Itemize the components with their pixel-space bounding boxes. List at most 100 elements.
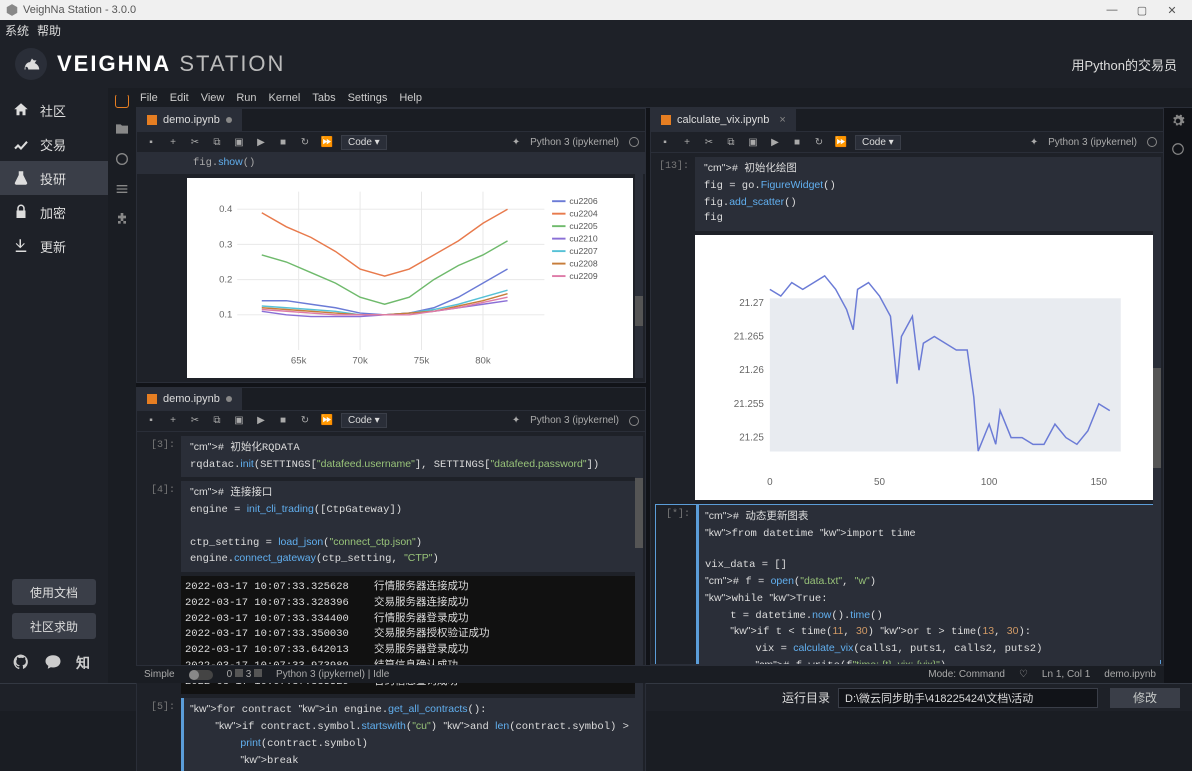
list-icon[interactable] — [113, 180, 131, 198]
sidebar-item-encrypt[interactable]: 加密 — [0, 195, 108, 229]
paste-icon[interactable]: ▣ — [745, 134, 761, 150]
chat-icon[interactable] — [44, 653, 62, 671]
kernel-status-icon — [629, 137, 639, 147]
stop-icon[interactable]: ■ — [275, 413, 291, 429]
jmenu-file[interactable]: File — [140, 92, 158, 104]
sidebar-item-trade[interactable]: 交易 — [0, 127, 108, 161]
svg-text:cu2205: cu2205 — [569, 221, 597, 231]
refresh-icon[interactable] — [115, 94, 129, 108]
status-simple[interactable]: Simple — [144, 669, 175, 680]
modify-button[interactable]: 修改 — [1110, 688, 1180, 708]
close-button[interactable]: ✕ — [1157, 4, 1187, 17]
run-all-icon[interactable]: ⏩ — [833, 134, 849, 150]
download-icon — [12, 237, 30, 255]
open-icon[interactable]: ✦ — [508, 413, 524, 429]
code-cell-3[interactable]: [3]: "cm"># 初始化RQDATA rqdatac.init(SETTI… — [141, 436, 643, 478]
save-icon[interactable]: ▪ — [143, 134, 159, 150]
copy-icon[interactable]: ⧉ — [723, 134, 739, 150]
jmenu-kernel[interactable]: Kernel — [269, 92, 301, 104]
cut-icon[interactable]: ✂ — [187, 134, 203, 150]
scrollbar[interactable] — [1153, 173, 1161, 660]
code-cell-4[interactable]: [4]: "cm"># 连接接口 engine = init_cli_tradi… — [141, 481, 643, 572]
jmenu-edit[interactable]: Edit — [170, 92, 189, 104]
line-chart-cu: 0.10.20.30.465k70k75k80kcu2206cu2204cu22… — [191, 182, 629, 374]
sidebar-item-research[interactable]: 投研 — [0, 161, 108, 195]
copy-icon[interactable]: ⧉ — [209, 413, 225, 429]
save-icon[interactable]: ▪ — [143, 413, 159, 429]
chart-icon — [12, 135, 30, 153]
code-cell-5[interactable]: [5]: "kw">for contract "kw">in engine.ge… — [141, 698, 643, 771]
runpath-input[interactable] — [838, 688, 1098, 708]
line-chart-vix: 21.2521.25521.2621.26521.27050100150 — [699, 239, 1157, 496]
copy-icon[interactable]: ⧉ — [209, 134, 225, 150]
notebook-icon — [147, 115, 157, 125]
sidebar-item-community[interactable]: 社区 — [0, 93, 108, 127]
code-cell-13[interactable]: [13]: "cm"># 初始化绘图 fig = go.FigureWidget… — [655, 157, 1161, 231]
community-help-button[interactable]: 社区求助 — [12, 613, 96, 639]
restart-icon[interactable]: ↻ — [297, 413, 313, 429]
status-mode: Mode: Command — [928, 669, 1005, 680]
sidebar-item-update[interactable]: 更新 — [0, 229, 108, 263]
jmenu-view[interactable]: View — [201, 92, 225, 104]
open-icon[interactable]: ✦ — [508, 134, 524, 150]
scrollbar[interactable] — [635, 173, 643, 378]
gear-icon[interactable] — [1171, 114, 1185, 128]
svg-text:75k: 75k — [414, 355, 430, 366]
run-icon[interactable]: ▶ — [253, 413, 269, 429]
add-cell-icon[interactable]: + — [679, 134, 695, 150]
jmenu-settings[interactable]: Settings — [348, 92, 388, 104]
svg-text:150: 150 — [1091, 477, 1108, 488]
save-icon[interactable]: ▪ — [657, 134, 673, 150]
run-all-icon[interactable]: ⏩ — [319, 134, 335, 150]
kernel-indicator[interactable]: Python 3 (ipykernel) — [1048, 137, 1137, 148]
svg-text:cu2208: cu2208 — [569, 258, 597, 268]
code-cell-star[interactable]: [*]: "cm"># 动态更新图表 "kw">from datetime "k… — [655, 504, 1161, 664]
svg-text:21.27: 21.27 — [739, 298, 764, 309]
running-icon[interactable] — [113, 150, 131, 168]
add-cell-icon[interactable]: + — [165, 134, 181, 150]
maximize-button[interactable]: ▢ — [1127, 4, 1157, 17]
folder-icon[interactable] — [113, 120, 131, 138]
paste-icon[interactable]: ▣ — [231, 134, 247, 150]
run-all-icon[interactable]: ⏩ — [319, 413, 335, 429]
extension-icon[interactable] — [113, 210, 131, 228]
brand-text: VEIGHNA STATION — [57, 51, 285, 77]
debug-icon[interactable] — [1171, 142, 1185, 156]
cut-icon[interactable]: ✂ — [187, 413, 203, 429]
restart-icon[interactable]: ↻ — [811, 134, 827, 150]
zhihu-icon[interactable]: 知 — [76, 653, 90, 673]
cell-type-dropdown[interactable]: Code ▾ — [341, 413, 387, 428]
paste-icon[interactable]: ▣ — [231, 413, 247, 429]
add-cell-icon[interactable]: + — [165, 413, 181, 429]
jmenu-help[interactable]: Help — [399, 92, 422, 104]
output-cell-13: 21.2521.25521.2621.26521.27050100150 — [655, 235, 1161, 500]
kernel-indicator[interactable]: Python 3 (ipykernel) — [530, 415, 619, 426]
jmenu-tabs[interactable]: Tabs — [312, 92, 335, 104]
svg-text:65k: 65k — [291, 355, 307, 366]
kernel-indicator[interactable]: Python 3 (ipykernel) — [530, 137, 619, 148]
kernel-status-icon — [629, 416, 639, 426]
run-icon[interactable]: ▶ — [767, 134, 783, 150]
menu-help[interactable]: 帮助 — [37, 22, 61, 39]
menu-system[interactable]: 系统 — [5, 22, 29, 39]
cut-icon[interactable]: ✂ — [701, 134, 717, 150]
github-icon[interactable] — [12, 653, 30, 671]
scrollbar[interactable] — [635, 452, 643, 771]
restart-icon[interactable]: ↻ — [297, 134, 313, 150]
stop-icon[interactable]: ■ — [275, 134, 291, 150]
stop-icon[interactable]: ■ — [789, 134, 805, 150]
tab-demo-1[interactable]: demo.ipynb — [137, 109, 242, 131]
docs-button[interactable]: 使用文档 — [12, 579, 96, 605]
jmenu-run[interactable]: Run — [236, 92, 256, 104]
run-icon[interactable]: ▶ — [253, 134, 269, 150]
svg-text:cu2207: cu2207 — [569, 246, 597, 256]
cell-type-dropdown[interactable]: Code ▾ — [855, 135, 901, 150]
status-kernel[interactable]: Python 3 (ipykernel) | Idle — [276, 669, 389, 680]
cell-type-dropdown[interactable]: Code ▾ — [341, 135, 387, 150]
app-menubar: 系统 帮助 — [0, 20, 1192, 40]
minimize-button[interactable]: — — [1097, 4, 1127, 16]
tab-close-icon[interactable]: × — [779, 114, 785, 126]
tab-calculate-vix[interactable]: calculate_vix.ipynb × — [651, 109, 796, 131]
open-icon[interactable]: ✦ — [1026, 134, 1042, 150]
tab-demo-2[interactable]: demo.ipynb — [137, 388, 242, 410]
